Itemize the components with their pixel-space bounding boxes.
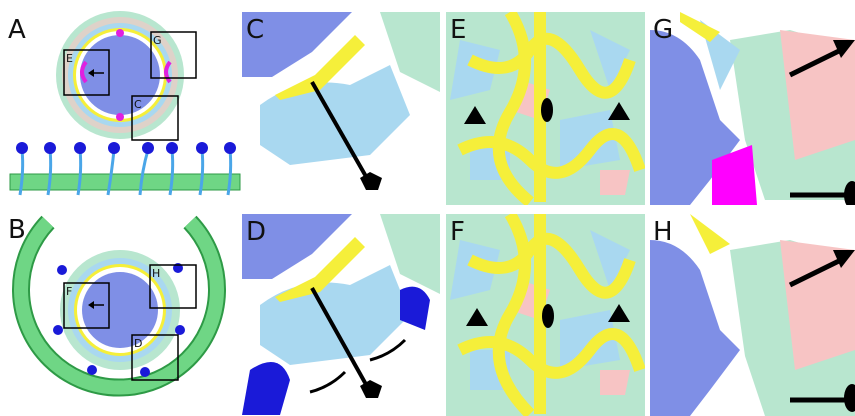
- panel-label: A: [8, 15, 26, 45]
- inset-label: E: [66, 52, 73, 65]
- panel-label: B: [8, 215, 26, 245]
- panel-label: D: [246, 217, 266, 247]
- figure: A B C D E F G H E G C F H D: [0, 0, 855, 416]
- panel-d: [242, 214, 440, 416]
- panel-label: F: [450, 217, 465, 247]
- panel-h: [650, 214, 855, 416]
- panel-g: [650, 12, 855, 209]
- inset-label: C: [134, 98, 142, 111]
- inset-label: G: [153, 34, 162, 47]
- inset-label: D: [134, 337, 142, 350]
- panel-label: E: [450, 15, 466, 45]
- panel-e: [446, 12, 645, 205]
- panel-f: [446, 214, 645, 416]
- marker: [116, 113, 124, 121]
- panel-a: [10, 11, 240, 195]
- inset-label: F: [66, 285, 72, 298]
- panel-label: G: [653, 15, 673, 45]
- receptor-heads: [16, 142, 236, 154]
- marker: [116, 29, 124, 37]
- panel-c: [242, 12, 440, 205]
- inset-label: H: [152, 267, 160, 280]
- panel-label: C: [246, 15, 264, 45]
- panel-label: H: [653, 217, 673, 247]
- membrane: [10, 174, 240, 190]
- panel-b: [21, 222, 217, 388]
